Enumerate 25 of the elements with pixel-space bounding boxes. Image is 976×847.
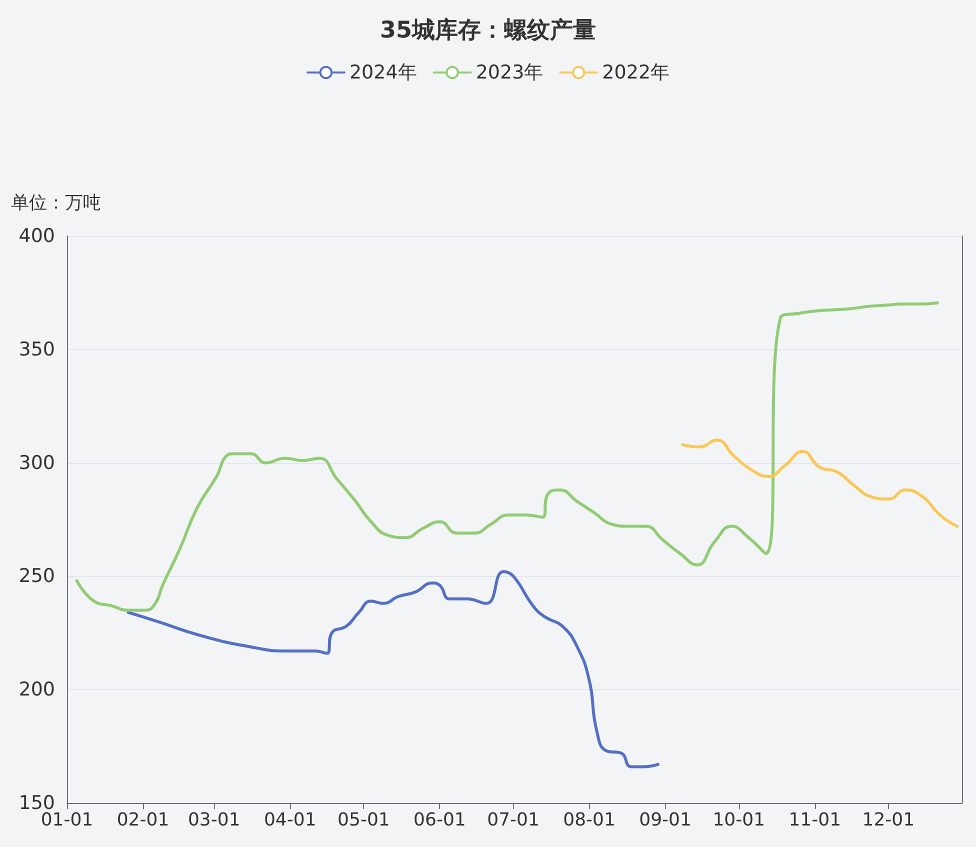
x-tick-label: 10-01 (712, 810, 766, 830)
chart-title: 35城库存：螺纹产量 (380, 16, 596, 44)
x-tick-label: 02-01 (116, 810, 170, 830)
x-tick-label: 05-01 (338, 810, 390, 830)
line-series (126, 570, 660, 768)
y-tick-label: 200 (18, 678, 55, 701)
x-tick-label: 01-01 (40, 810, 94, 830)
line-series (680, 438, 959, 528)
x-tick-label: 04-01 (264, 810, 316, 830)
legend-label: 2022年 (602, 62, 670, 84)
y-tick-label: 300 (18, 452, 55, 474)
x-tick-label: 07-01 (487, 810, 540, 830)
x-tick-label: 11-01 (788, 810, 842, 830)
y-tick-label: 250 (18, 565, 55, 588)
y-axis-title: 单位：万吨 (11, 192, 101, 214)
x-tick-label: 08-01 (563, 810, 616, 830)
x-tick-label: 12-01 (862, 810, 915, 830)
y-tick-label: 350 (18, 338, 55, 360)
legend-label: 2024年 (349, 62, 417, 84)
x-tick-label: 03-01 (188, 810, 240, 830)
x-tick-label: 09-01 (639, 810, 692, 830)
x-tick-label: 06-01 (414, 810, 466, 830)
line-series (75, 301, 939, 612)
legend-label: 2023年 (476, 62, 544, 84)
y-tick-label: 400 (18, 225, 55, 247)
